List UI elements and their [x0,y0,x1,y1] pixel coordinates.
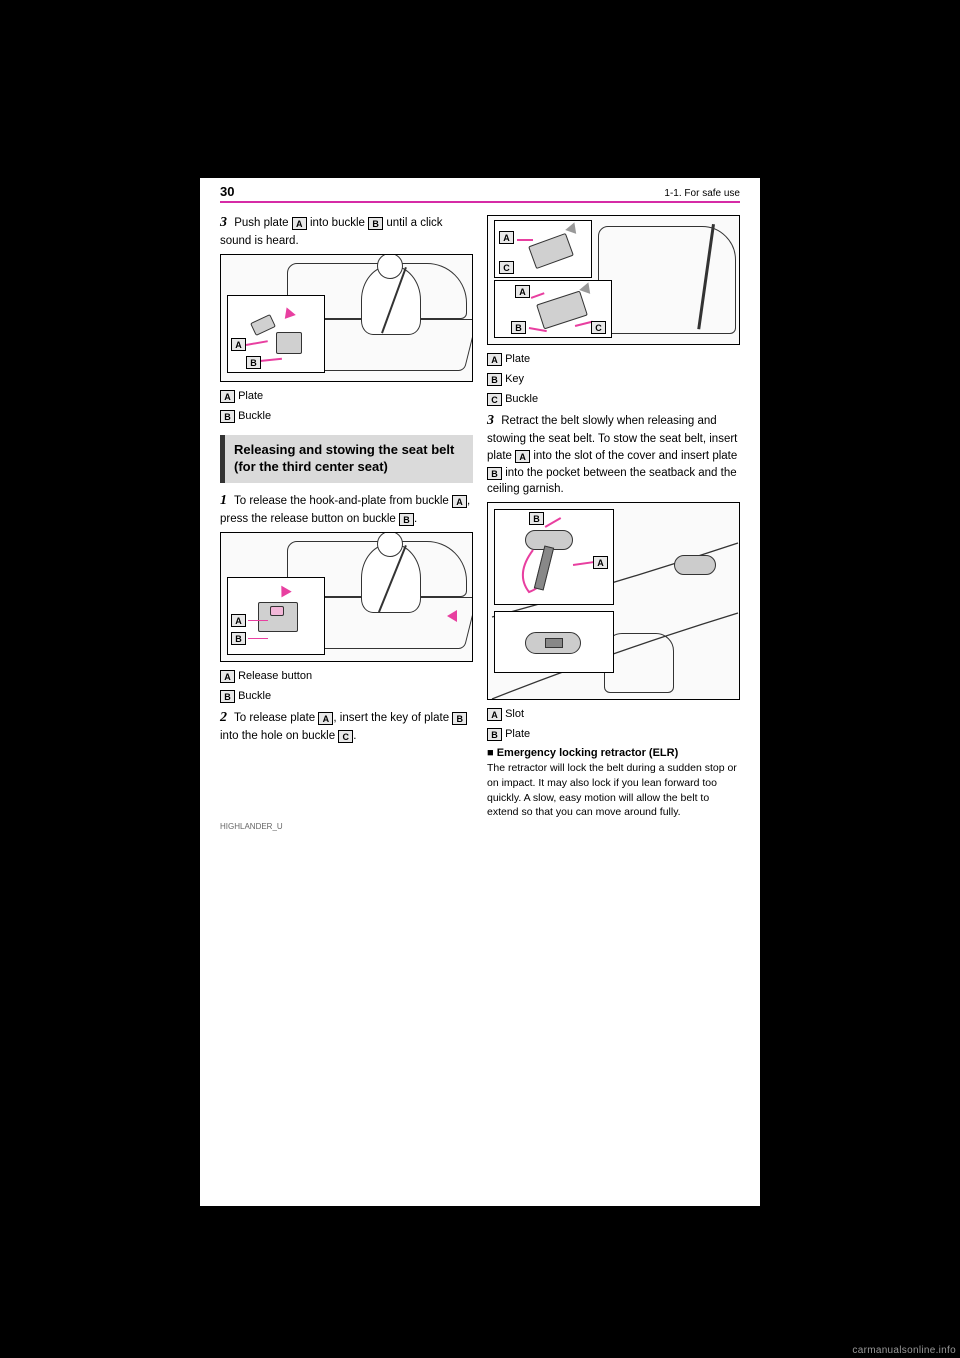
step-text: To release the hook-and-plate from buckl… [234,495,452,507]
legend-b: B Plate [487,726,740,743]
label-box-b: B [220,690,235,703]
figure-callout-b: B [511,321,526,334]
label-box-b: B [487,728,502,741]
figure-callout-a: A [231,338,246,351]
figure-callout-a: A [499,231,514,244]
label-box-c: C [487,393,502,406]
manual-page: 30 1-1. For safe use 3 Push plate A into… [200,178,760,1206]
step-2-text: 2 To release plate A, insert the key of … [220,708,473,745]
step-text: Push plate [234,217,292,229]
legend-b: B Buckle [220,688,473,705]
section-title: Releasing and stowing the seat belt (for… [234,442,464,476]
step-1-text: 1 To release the hook-and-plate from buc… [220,491,473,528]
elr-subhead: ■ Emergency locking retractor (ELR) [487,747,740,759]
legend-b: B Key [487,371,740,388]
step-text: into the pocket between the seatback and… [487,467,737,496]
step-3-text: 3 Push plate A into buckle B until a cli… [220,213,473,250]
step-text: , insert the key of plate [333,712,452,724]
figure-callout-b: B [231,632,246,645]
page-number: 30 [220,184,234,199]
step-3-right-text: 3 Retract the belt slowly when releasing… [487,411,740,498]
label-box-a: A [487,708,502,721]
label-box-b: B [220,410,235,423]
step-text: into buckle [307,217,368,229]
step-text: into the hole on buckle [220,730,338,742]
label-box-a: A [292,217,307,230]
figure-stow-slot: B A [487,502,740,700]
elr-body: The retractor will lock the belt during … [487,761,740,820]
watermark: carmanualsonline.info [852,1345,956,1356]
figure-callout-a: A [593,556,608,569]
breadcrumb: 1-1. For safe use [664,188,740,199]
right-column: A C A B C A Plate B Key C Buckle [487,211,740,820]
footer-note: HIGHLANDER_U [200,820,760,831]
label-box-a: A [318,712,333,725]
label-box-a: A [515,450,530,463]
legend-b: B Buckle [220,408,473,425]
two-column-layout: 3 Push plate A into buckle B until a cli… [200,211,760,820]
step-text: into the slot of the cover and insert pl… [530,450,737,462]
label-box-a: A [220,390,235,403]
figure-callout-b: B [246,356,261,369]
figure-plate-key-buckle: A C A B C [487,215,740,345]
label-box-b: B [487,373,502,386]
label-box-a: A [452,495,467,508]
label-box-a: A [220,670,235,683]
legend-c: C Buckle [487,391,740,408]
figure-callout-c: C [499,261,514,274]
figure-plate-buckle: A B [220,254,473,382]
figure-callout-b: B [529,512,544,525]
figure-release-button: A B [220,532,473,662]
section-heading-box: Releasing and stowing the seat belt (for… [220,435,473,483]
header-rule [220,201,740,203]
label-box-b: B [487,467,502,480]
label-box-b: B [452,712,467,725]
left-column: 3 Push plate A into buckle B until a cli… [220,211,473,820]
step-number: 3 [487,413,494,428]
legend-a: A Release button [220,668,473,685]
label-box-b: B [368,217,383,230]
step-number: 2 [220,710,227,725]
page-header: 30 1-1. For safe use [200,178,760,201]
step-text: To release plate [234,712,318,724]
figure-callout-a: A [515,285,530,298]
legend-a: A Plate [220,388,473,405]
step-text: . [414,513,417,525]
step-number: 3 [220,215,227,230]
legend-a: A Plate [487,351,740,368]
label-box-b: B [399,513,414,526]
step-text: . [353,730,356,742]
figure-callout-a: A [231,614,246,627]
step-number: 1 [220,493,227,508]
legend-a: A Slot [487,706,740,723]
label-box-a: A [487,353,502,366]
figure-callout-c: C [591,321,606,334]
label-box-c: C [338,730,353,743]
